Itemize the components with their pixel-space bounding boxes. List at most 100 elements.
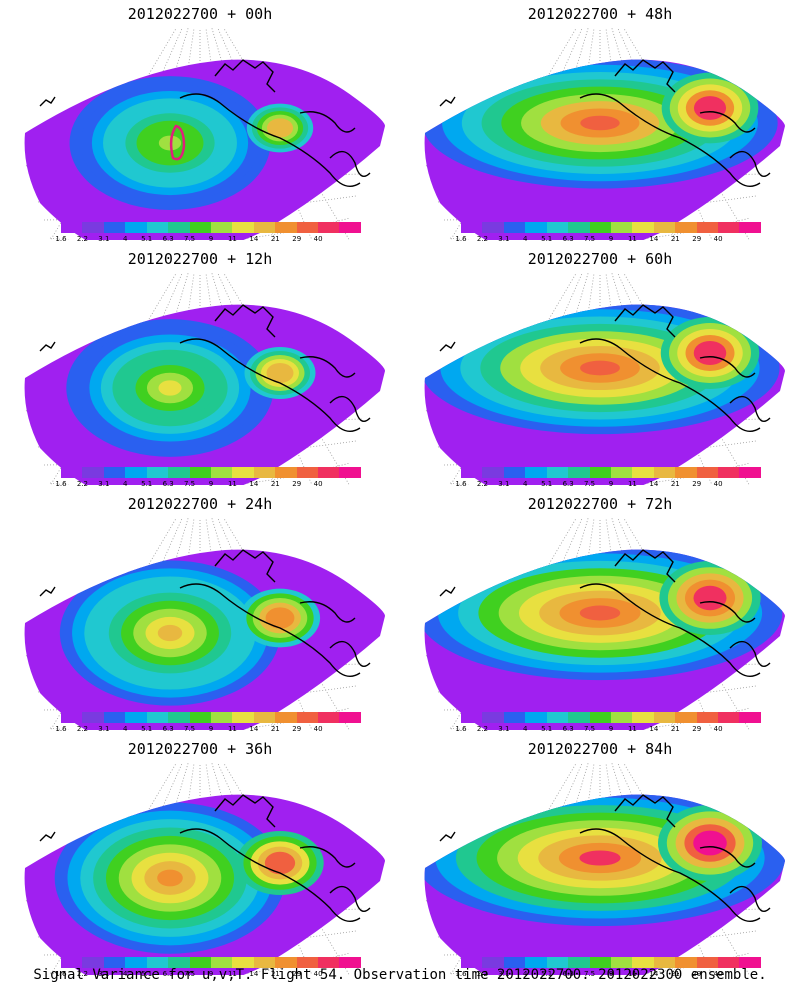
colorbar-label: 1.6 bbox=[455, 970, 467, 978]
panel-title: 2012022700 + 36h bbox=[127, 740, 273, 758]
colorbar-labels: 1.6 2.2 3.1 4 5.1 6.3 7.5 9 11 14 21 29 40 bbox=[55, 235, 361, 245]
colorbar-segment bbox=[210, 222, 233, 233]
colorbar-segment bbox=[589, 467, 611, 478]
colorbar-label: 21 bbox=[270, 970, 280, 978]
colorbar-label: 9 bbox=[208, 235, 214, 243]
colorbar-segment bbox=[632, 957, 654, 968]
variance-field bbox=[424, 794, 785, 975]
colorbar-segment bbox=[275, 712, 297, 723]
colorbar-segment bbox=[103, 957, 126, 968]
colorbar-label: 6.3 bbox=[162, 235, 174, 243]
colorbar-segment bbox=[525, 712, 547, 723]
colorbar-label: 2.2 bbox=[76, 970, 88, 978]
map-panel: 2012022700 + 24h 1.6 2.2 3.1 4 5.1 6.3 7.5 9 11 14… bbox=[0, 490, 400, 740]
colorbar-label: 4 bbox=[123, 970, 128, 978]
colorbar-segment bbox=[146, 222, 169, 233]
colorbar-segment bbox=[103, 467, 126, 478]
colorbar-segment bbox=[739, 222, 761, 233]
colorbar-segment bbox=[61, 712, 83, 723]
colorbar-segment bbox=[318, 467, 340, 478]
colorbar-label: 6.3 bbox=[562, 235, 574, 243]
colorbar-segment bbox=[461, 222, 483, 233]
colorbar-label: 6.3 bbox=[162, 970, 174, 978]
colorbar-label: 4 bbox=[523, 480, 528, 488]
colorbar-label: 6.3 bbox=[562, 725, 574, 733]
colorbar-label: 6.3 bbox=[162, 480, 174, 488]
variance-field bbox=[24, 304, 385, 485]
colorbar-segment bbox=[61, 222, 83, 233]
map-panel: 2012022700 + 48h 1.6 2.2 3.1 4 5.1 6.3 7.5 9 11 14… bbox=[400, 0, 800, 250]
colorbar-label: 21 bbox=[670, 725, 680, 733]
colorbar-label: 4 bbox=[523, 970, 528, 978]
colorbar-label: 29 bbox=[692, 235, 702, 243]
colorbar-segment bbox=[568, 467, 590, 478]
colorbar-label: 5.1 bbox=[541, 480, 553, 488]
colorbar-segment bbox=[189, 222, 211, 233]
colorbar-segment bbox=[632, 222, 654, 233]
colorbar-segment bbox=[589, 222, 611, 233]
colorbar-label: 14 bbox=[649, 970, 659, 978]
colorbar-label: 9 bbox=[608, 480, 614, 488]
colorbar-segment bbox=[482, 222, 504, 233]
colorbar-label: 40 bbox=[713, 235, 723, 243]
colorbar-segment bbox=[82, 222, 104, 233]
colorbar-label: 5.1 bbox=[541, 235, 553, 243]
colorbar-segment bbox=[503, 712, 526, 723]
colorbar-segment bbox=[189, 467, 211, 478]
colorbar-segment bbox=[461, 467, 483, 478]
colorbar-segment bbox=[146, 712, 169, 723]
colorbar-label: 9 bbox=[608, 970, 614, 978]
colorbar-label: 5.1 bbox=[541, 970, 553, 978]
colorbar-segment bbox=[125, 712, 147, 723]
colorbar-label: 11 bbox=[627, 725, 637, 733]
colorbar-label: 29 bbox=[292, 970, 302, 978]
colorbar-segment bbox=[568, 222, 590, 233]
colorbar bbox=[61, 467, 361, 478]
colorbar-label: 3.1 bbox=[98, 725, 110, 733]
coastline bbox=[39, 794, 371, 922]
colorbar-segment bbox=[546, 957, 569, 968]
colorbar-segment bbox=[189, 712, 211, 723]
colorbar-segment bbox=[125, 222, 147, 233]
colorbar-label: 3.1 bbox=[498, 970, 510, 978]
map-panel: 2012022700 + 12h 1.6 2.2 3.1 4 5.1 6.3 7.5 9 11 14… bbox=[0, 245, 400, 495]
colorbar-segment bbox=[168, 957, 190, 968]
colorbar-label: 11 bbox=[627, 970, 637, 978]
colorbar-label: 14 bbox=[249, 480, 259, 488]
colorbar bbox=[461, 467, 761, 478]
colorbar-label: 7.5 bbox=[583, 480, 596, 488]
colorbar-segment bbox=[739, 957, 761, 968]
colorbar-label: 29 bbox=[692, 725, 702, 733]
colorbar-segment bbox=[739, 712, 761, 723]
colorbar-segment bbox=[275, 467, 297, 478]
colorbar-segment bbox=[482, 467, 504, 478]
colorbar-segment bbox=[696, 222, 719, 233]
colorbar-label: 40 bbox=[313, 480, 323, 488]
colorbar-segment bbox=[696, 467, 719, 478]
colorbar-label: 40 bbox=[713, 480, 723, 488]
colorbar-segment bbox=[318, 222, 340, 233]
colorbar-segment bbox=[253, 712, 276, 723]
colorbar-label: 3.1 bbox=[498, 235, 510, 243]
colorbar-label: 3.1 bbox=[98, 235, 110, 243]
variance-field bbox=[24, 549, 385, 730]
colorbar-segment bbox=[589, 712, 611, 723]
colorbar-segment bbox=[339, 222, 361, 233]
colorbar-label: 14 bbox=[249, 235, 259, 243]
panel-title: 2012022700 + 48h bbox=[527, 5, 673, 23]
colorbar-segment bbox=[675, 222, 697, 233]
coastline bbox=[39, 304, 371, 432]
variance-field bbox=[424, 59, 785, 240]
coastline bbox=[39, 549, 371, 677]
colorbar-segment bbox=[610, 467, 633, 478]
panel-title: 2012022700 + 60h bbox=[527, 250, 673, 268]
panel-title: 2012022700 + 12h bbox=[127, 250, 273, 268]
colorbar-segment bbox=[318, 957, 340, 968]
panel-title: 2012022700 + 00h bbox=[127, 5, 273, 23]
colorbar-segment bbox=[168, 467, 190, 478]
colorbar-label: 40 bbox=[713, 725, 723, 733]
colorbar-segment bbox=[525, 467, 547, 478]
colorbar-segment bbox=[461, 712, 483, 723]
colorbar-label: 2.2 bbox=[76, 725, 88, 733]
colorbar-segment bbox=[296, 222, 319, 233]
